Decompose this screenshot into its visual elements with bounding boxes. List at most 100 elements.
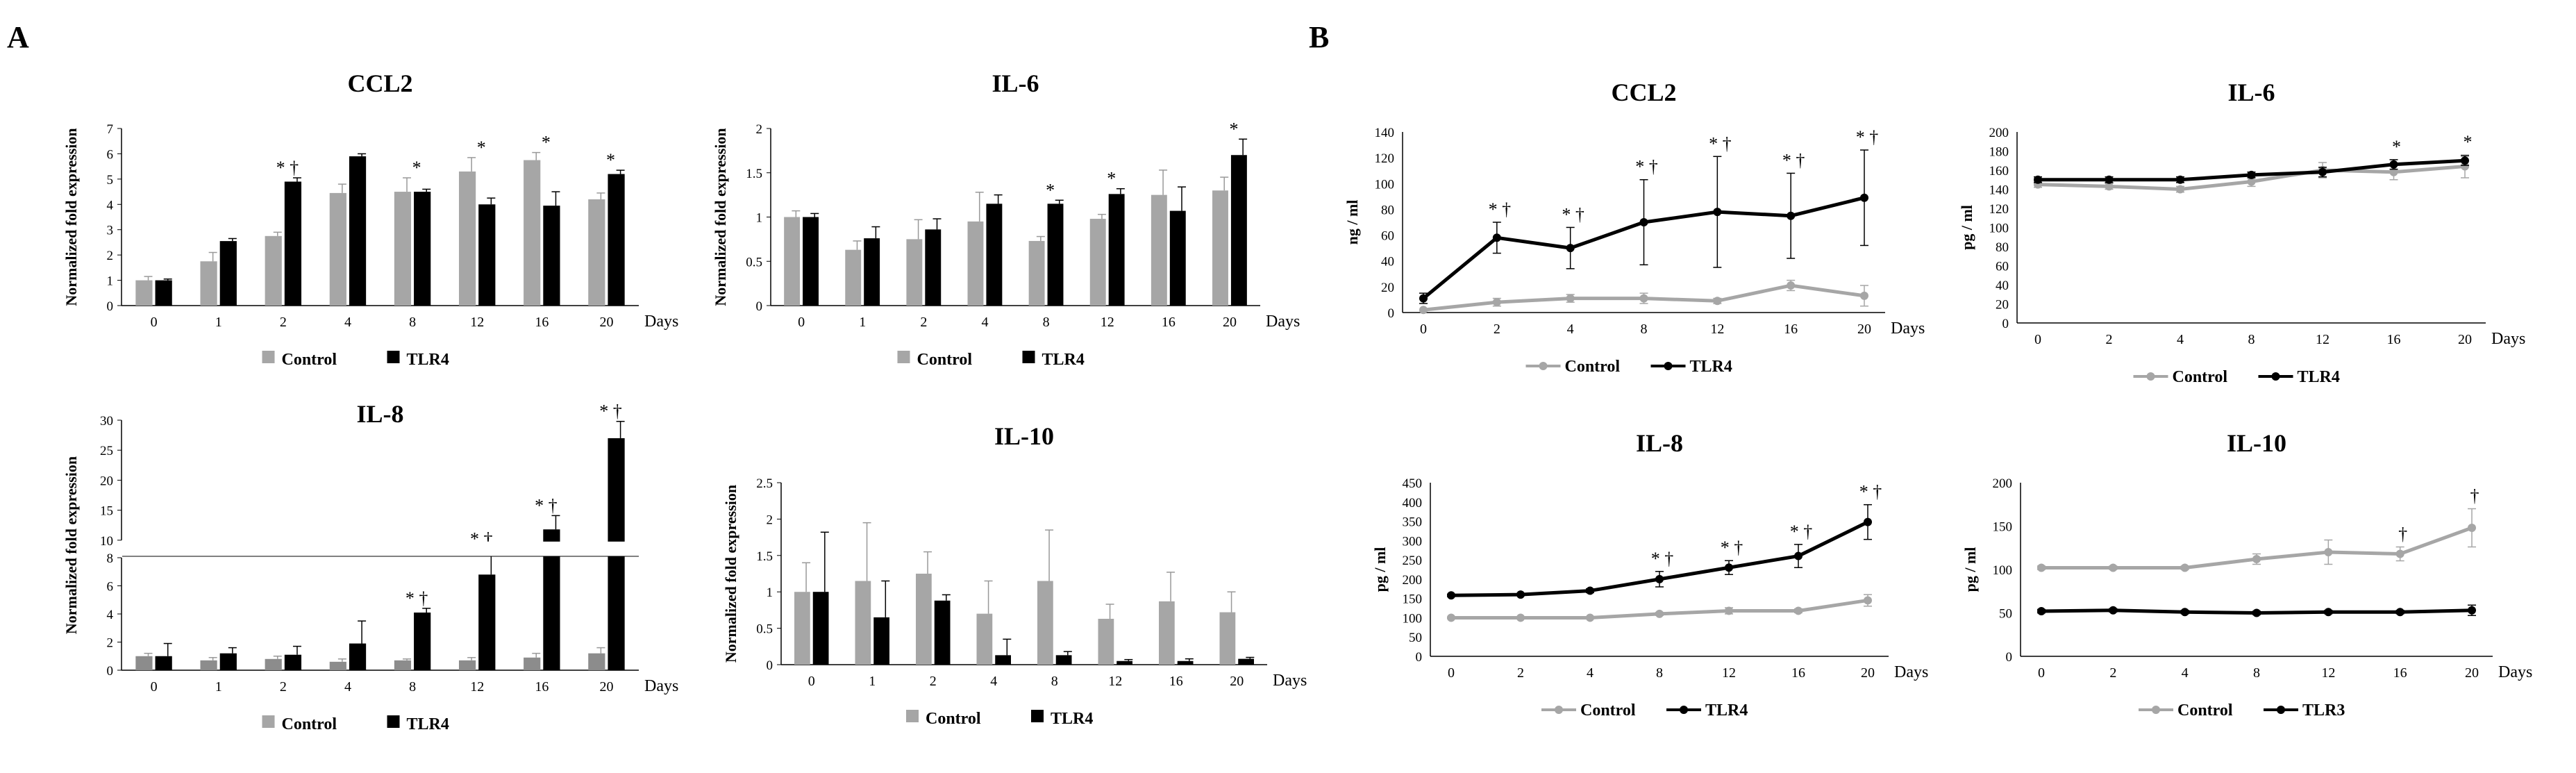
b-il8-point-control-12 — [1725, 606, 1733, 615]
a-il8-xtick-5: 12 — [470, 679, 484, 695]
b-il6-point-tlr4-8 — [2247, 170, 2256, 179]
b-il6-xtick-4: 12 — [2316, 332, 2330, 347]
b-il8-ytick-4: 200 — [1403, 573, 1423, 588]
b-il6-point-control-20 — [2461, 162, 2469, 171]
a-ccl2-ytick-0: 0 — [107, 299, 114, 314]
b-ccl2-point-tlr4-16 — [1787, 211, 1796, 220]
b-ccl2-point-tlr4-2 — [1492, 233, 1501, 242]
b-ccl2-point-tlr4-0 — [1419, 294, 1428, 303]
a-il8-ytick-lower-1: 2 — [107, 636, 114, 651]
a-il10-bar-tlr4-1 — [873, 617, 889, 665]
b-il8-x-axis-label: Days — [1894, 663, 1928, 681]
a-il10-xtick-7: 20 — [1230, 674, 1244, 689]
a-ccl2-bar-tlr4-20 — [608, 174, 625, 306]
b-il8-xtick-3: 8 — [1656, 665, 1663, 681]
b-il8-point-tlr4-8 — [1655, 574, 1664, 583]
b-il8-point-tlr4-12 — [1725, 563, 1733, 572]
b-ccl2-point-control-8 — [1639, 294, 1648, 303]
b-ccl2-ytick-6: 120 — [1375, 151, 1395, 166]
b-il10-point-control-20 — [2468, 524, 2476, 532]
b-il6-y-axis-label: pg / ml — [1958, 205, 1975, 250]
a-il6-annotation-20: * — [1229, 119, 1238, 139]
a-ccl2-xtick-3: 4 — [344, 315, 351, 330]
a-il6-xtick-7: 20 — [1223, 315, 1237, 330]
a-il6-bar-control-0 — [784, 217, 801, 306]
b-il10-ytick-2: 100 — [1993, 563, 2013, 578]
panel-label-a: A — [7, 20, 29, 54]
b-il10-xtick-1: 2 — [2109, 665, 2116, 681]
a-ccl2-bar-control-16 — [524, 160, 541, 306]
b-il6-ytick-8: 160 — [1989, 164, 2009, 178]
b-il6-ytick-9: 180 — [1989, 145, 2009, 160]
a-ccl2-ytick-3: 3 — [107, 224, 114, 238]
b-ccl2-ytick-0: 0 — [1388, 306, 1395, 321]
b-ccl2-x-axis-label: Days — [1891, 319, 1925, 338]
b-il8-point-tlr4-4 — [1586, 586, 1594, 595]
a-il10-bar-tlr4-0 — [812, 592, 829, 665]
a-il10-ytick-2: 1 — [767, 585, 773, 600]
b-il10-legend-label-1: TLR3 — [2302, 701, 2345, 720]
b-il8-ytick-8: 400 — [1403, 496, 1423, 510]
b-il8-ytick-3: 150 — [1403, 592, 1423, 607]
a-ccl2-bar-tlr4-2 — [284, 181, 302, 306]
a-il10-legend-label-1: TLR4 — [1051, 710, 1093, 728]
a-il8-ytick-lower-0: 0 — [107, 664, 114, 679]
a-il10-bar-control-0 — [794, 592, 810, 665]
a-ccl2-xtick-2: 2 — [280, 315, 287, 330]
b-ccl2-chart: CCL2 ng / ml Days 0 20 40 60 80 100 120 140 0 2 4 8 12 1… — [1344, 78, 1925, 376]
b-ccl2-ytick-7: 140 — [1375, 126, 1395, 140]
b-il8-annotation-16: * † — [1790, 522, 1813, 542]
a-il10-ytick-1: 0.5 — [756, 622, 773, 637]
a-ccl2-bar-control-1 — [200, 261, 217, 306]
a-il6-legend-label-1: TLR4 — [1042, 351, 1085, 369]
b-il6-ytick-6: 120 — [1989, 202, 2009, 217]
b-il10-xtick-2: 4 — [2182, 665, 2189, 681]
b-il10-ytick-4: 200 — [1993, 476, 2013, 491]
b-il8-ytick-0: 0 — [1416, 650, 1423, 665]
a-il10-xtick-2: 2 — [930, 674, 937, 689]
b-il6-point-control-8 — [2247, 177, 2256, 186]
a-il6-xtick-4: 8 — [1043, 315, 1050, 330]
a-il6-bar-tlr4-8 — [1047, 203, 1064, 306]
a-il10-bar-control-2 — [916, 574, 932, 665]
b-ccl2-point-control-16 — [1787, 281, 1796, 290]
a-il6-xtick-3: 4 — [981, 315, 988, 330]
b-il8-legend-label-0: Control — [1580, 701, 1636, 720]
a-il10-xtick-0: 0 — [808, 674, 815, 689]
a-il8-bar-control-1 — [200, 660, 217, 670]
a-il6-bar-control-12 — [1089, 219, 1106, 306]
a-il8-xtick-3: 4 — [344, 679, 351, 695]
a-il8-ytick-lower-3: 6 — [107, 580, 114, 595]
b-il8-xtick-1: 2 — [1517, 665, 1524, 681]
a-il6-bar-tlr4-12 — [1108, 194, 1125, 306]
a-il8-title: IL-8 — [356, 400, 403, 428]
a-il8-annotation-8: * † — [405, 588, 428, 608]
b-ccl2-xtick-0: 0 — [1420, 322, 1427, 337]
b-il6-point-control-4 — [2176, 185, 2184, 194]
b-ccl2-ytick-1: 20 — [1381, 281, 1394, 295]
a-il10-legend-swatch-0 — [906, 710, 919, 722]
b-il6-ytick-3: 60 — [1996, 260, 2009, 274]
b-il6-ytick-7: 140 — [1989, 183, 2009, 198]
b-il8-point-control-8 — [1655, 609, 1664, 618]
a-il8-legend-swatch-1 — [387, 715, 400, 728]
b-il8-point-control-0 — [1447, 613, 1455, 622]
a-ccl2-bar-control-0 — [135, 280, 153, 306]
b-il8-point-control-20 — [1864, 596, 1872, 605]
b-il6-point-tlr4-2 — [2105, 175, 2114, 184]
b-il6-ytick-2: 40 — [1996, 279, 2009, 293]
a-il10-bar-control-16 — [1159, 601, 1175, 665]
a-il10-legend-label-0: Control — [926, 710, 981, 728]
b-ccl2-title: CCL2 — [1611, 78, 1676, 106]
a-il10-bar-tlr4-20 — [1238, 658, 1254, 665]
a-il8-legend-label-0: Control — [282, 715, 337, 733]
b-il6-legend-label-0: Control — [2173, 368, 2228, 386]
b-il10-point-tlr3-0 — [2037, 607, 2046, 615]
a-il8-bar-control-0 — [135, 656, 153, 670]
a-il6-xtick-5: 12 — [1101, 315, 1114, 330]
b-il8-point-control-4 — [1586, 613, 1594, 622]
b-il8-chart: IL-8pg / mlDays0501001502002503003504004… — [1371, 429, 1928, 720]
b-il10-ytick-0: 0 — [2006, 650, 2013, 665]
b-ccl2-point-tlr4-8 — [1639, 218, 1648, 226]
